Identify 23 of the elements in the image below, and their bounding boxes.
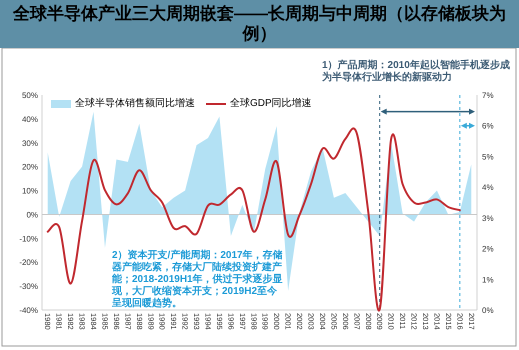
y2-tick-label: 7%	[482, 91, 494, 100]
y-tick-label: -30%	[19, 282, 38, 292]
legend-label: 全球半导体销售额同比增速	[75, 98, 195, 110]
y-tick-label: 50%	[22, 91, 38, 100]
y2-tick-label: 6%	[482, 122, 494, 131]
chart-title: 全球半导体产业三大周期嵌套——长周期与中周期（以存储板块为例）	[0, 0, 519, 48]
legend-label: 全球GDP同比增速	[230, 98, 312, 110]
text: 1）产品周期：2010年起以智能手机逐步成为半导体行业增长的新驱动力	[322, 60, 511, 84]
y2-tick-label: 0%	[482, 306, 494, 315]
annotation: 2）资本开支/产能周期：2017年，存储器产能吃紧，存储大厂陆续投资扩建产能；2018-2019H1年，供过于求逐步显现，大厂收缩资本开支；2019H2至今呈现回暖趋势。	[112, 250, 284, 310]
y-tick-label: -40%	[19, 306, 38, 315]
y-tick-label: 0%	[26, 210, 38, 220]
y2-tick-label: 5%	[482, 152, 494, 162]
y-tick-label: -10%	[19, 234, 38, 244]
y2-tick-label: 1%	[482, 275, 494, 284]
y2-tick-label: 3%	[482, 214, 494, 223]
y-tick-label: 20%	[22, 162, 38, 172]
y2-tick-label: 4%	[482, 183, 494, 192]
y-tick-label: 30%	[22, 138, 38, 148]
y-tick-label: 40%	[22, 114, 38, 124]
y2-tick-label: 2%	[482, 244, 494, 254]
y-tick-label: 10%	[22, 186, 38, 196]
y-tick-label: -20%	[19, 258, 38, 268]
